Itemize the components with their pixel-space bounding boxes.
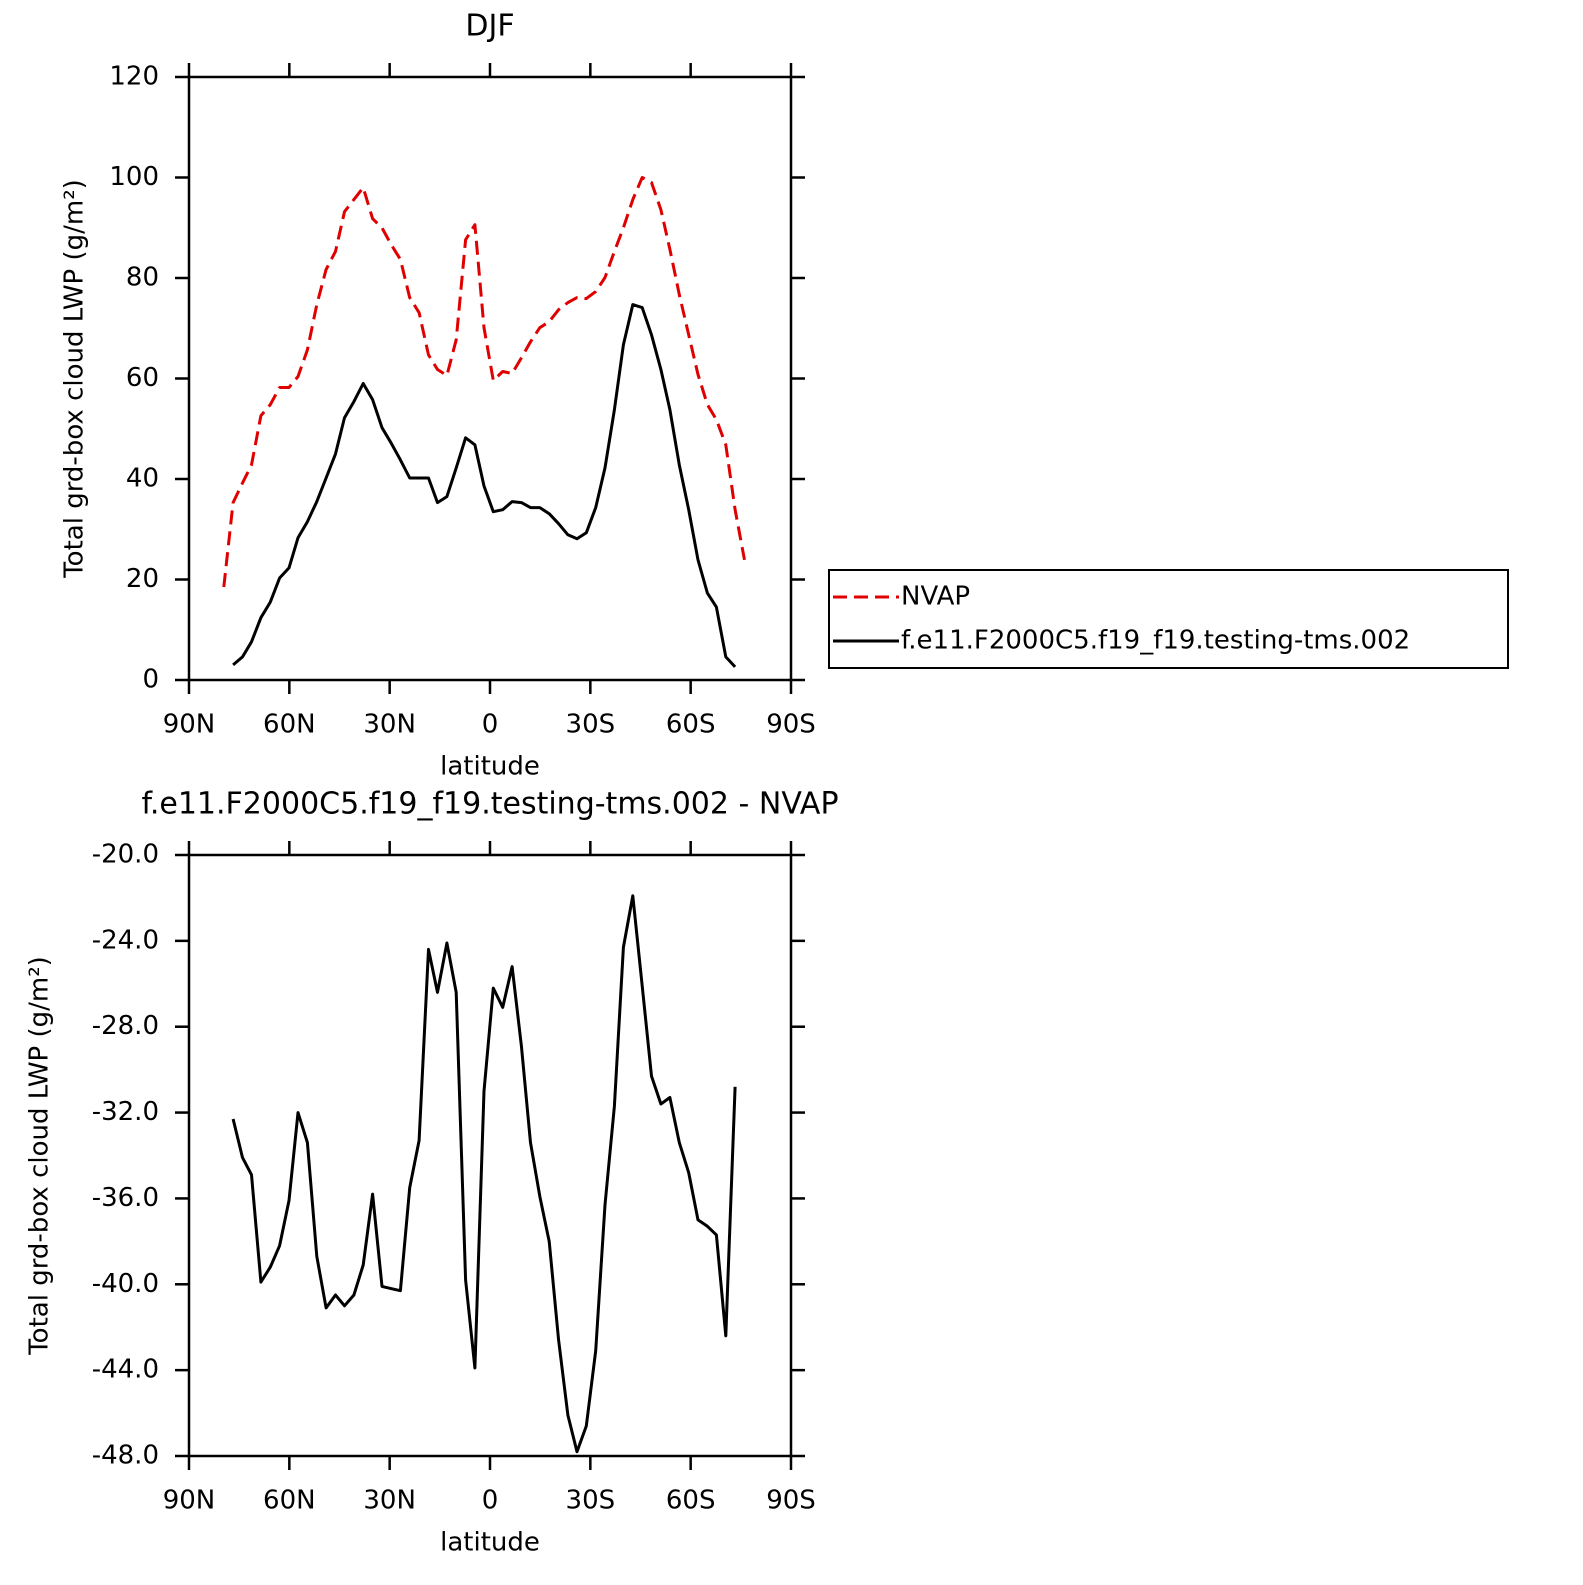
plot-frame <box>187 853 793 1458</box>
legend-label: f.e11.F2000C5.f19_f19.testing-tms.002 <box>901 626 1410 656</box>
x-tick-label: 90S <box>766 1486 816 1516</box>
x-axis-label: latitude <box>440 752 540 782</box>
y-tick-label: -44.0 <box>92 1355 159 1385</box>
y-tick-label: 40 <box>126 464 159 494</box>
y-tick-label: 20 <box>126 564 159 594</box>
y-tick-label: 0 <box>142 665 159 695</box>
x-tick-label: 90S <box>766 710 816 740</box>
x-tick-label: 60S <box>666 1486 716 1516</box>
data-line <box>232 303 737 668</box>
y-tick-label: 120 <box>109 62 159 92</box>
x-tick-label: 0 <box>482 710 499 740</box>
x-tick-label: 90N <box>163 1486 216 1516</box>
y-axis-label: Total grd-box cloud LWP (g/m²) <box>60 179 90 579</box>
y-tick-label: 100 <box>109 162 159 192</box>
y-tick-label: -24.0 <box>92 925 159 955</box>
legend-label: NVAP <box>901 582 970 612</box>
chart-title: DJF <box>465 9 514 44</box>
y-tick-label: -32.0 <box>92 1097 159 1127</box>
data-line <box>222 176 746 588</box>
y-tick-label: -36.0 <box>92 1183 159 1213</box>
y-axis-label: Total grd-box cloud LWP (g/m²) <box>25 956 55 1356</box>
x-tick-label: 30S <box>566 1486 616 1516</box>
y-tick-label: 80 <box>126 263 159 293</box>
x-tick-label: 0 <box>482 1486 499 1516</box>
plot-frame <box>187 75 793 682</box>
y-tick-label: -28.0 <box>92 1011 159 1041</box>
x-tick-label: 30S <box>566 710 616 740</box>
x-tick-label: 90N <box>163 710 216 740</box>
x-axis-label: latitude <box>440 1528 540 1558</box>
data-line <box>231 894 737 1454</box>
x-tick-label: 60N <box>263 710 316 740</box>
x-tick-label: 60S <box>666 710 716 740</box>
y-tick-label: -48.0 <box>92 1441 159 1471</box>
chart-title: f.e11.F2000C5.f19_f19.testing-tms.002 - … <box>141 787 838 822</box>
y-tick-label: 60 <box>126 363 159 393</box>
legend-box <box>828 569 1509 669</box>
y-tick-label: -20.0 <box>92 840 159 870</box>
x-tick-label: 60N <box>263 1486 316 1516</box>
x-tick-label: 30N <box>363 710 416 740</box>
x-tick-label: 30N <box>363 1486 416 1516</box>
y-tick-label: -40.0 <box>92 1269 159 1299</box>
